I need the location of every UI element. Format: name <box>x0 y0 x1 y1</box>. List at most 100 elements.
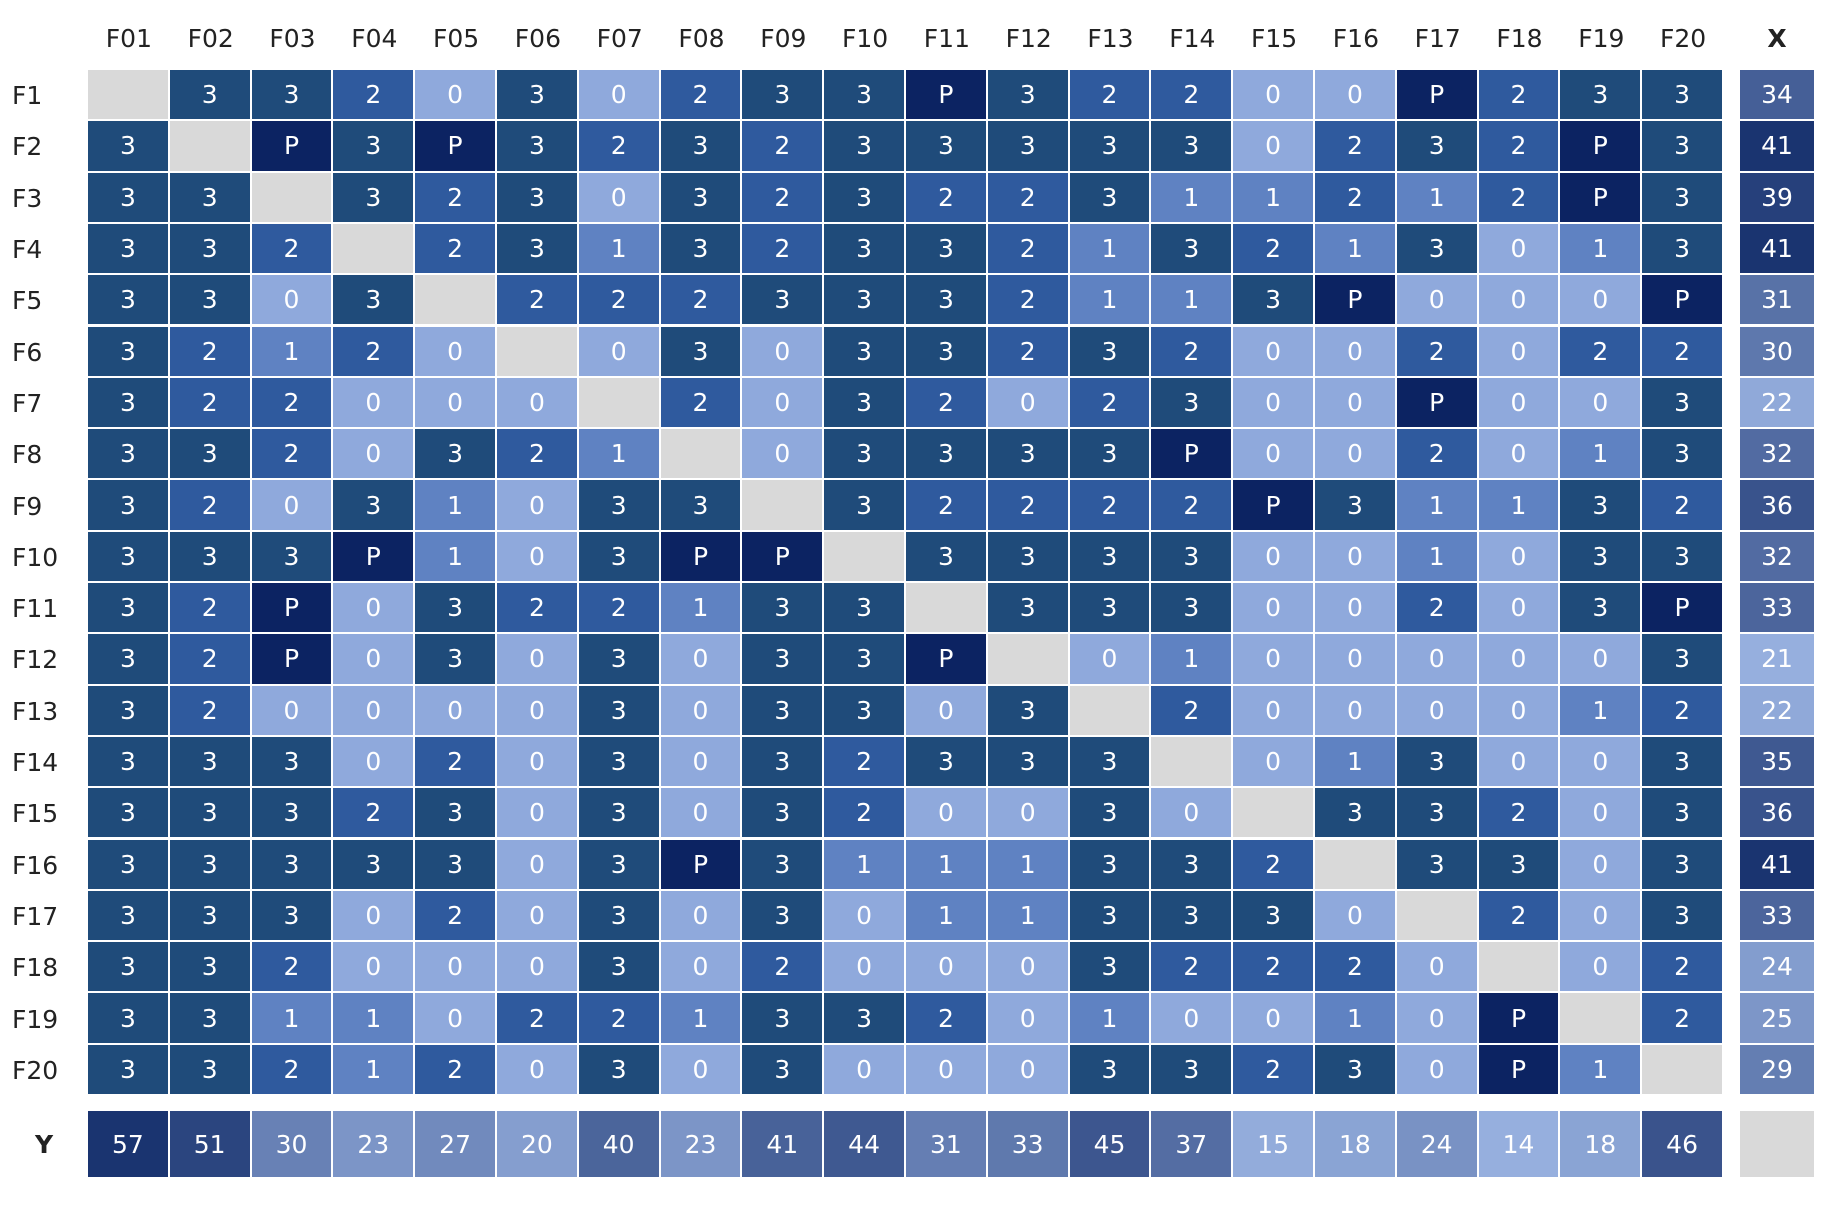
matrix-cell: 0 <box>1396 685 1477 735</box>
matrix-cell: 0 <box>1396 634 1477 684</box>
column-total: 33 <box>987 1111 1068 1177</box>
matrix-cell: 2 <box>1560 326 1641 376</box>
matrix-cell: 0 <box>824 942 904 992</box>
matrix-cell: 0 <box>1233 993 1313 1043</box>
matrix-cell: 3 <box>742 788 823 838</box>
matrix-cell: 0 <box>333 685 414 735</box>
matrix-cell: 0 <box>415 377 495 428</box>
empty-cell <box>578 377 659 428</box>
matrix-cell: 0 <box>824 890 904 941</box>
matrix-cell: 0 <box>497 788 577 838</box>
matrix-cell: 2 <box>415 172 495 222</box>
column-header: F02 <box>187 23 234 53</box>
column-header: F09 <box>760 23 807 53</box>
row-header: F11 <box>12 594 59 624</box>
matrix-cell: 3 <box>251 736 332 787</box>
matrix-cell: P <box>1478 993 1559 1043</box>
matrix-cell: 2 <box>1233 223 1313 274</box>
column-header: F08 <box>678 23 725 53</box>
matrix-cell: 0 <box>906 942 986 992</box>
matrix-cell: 0 <box>1560 377 1641 428</box>
row-header: F3 <box>12 183 43 213</box>
matrix-cell: P <box>1396 70 1477 120</box>
matrix-cell: 3 <box>333 839 414 889</box>
matrix-cell: P <box>415 121 495 171</box>
row-header: F20 <box>12 1055 59 1085</box>
column-total: 41 <box>742 1111 823 1177</box>
matrix-cell: 1 <box>251 993 332 1043</box>
matrix-cell: 1 <box>1560 685 1641 735</box>
matrix-cell: 0 <box>415 70 495 120</box>
matrix-cell: 0 <box>1233 377 1313 428</box>
matrix-cell: 3 <box>415 634 495 684</box>
row-header: F2 <box>12 132 43 162</box>
matrix-cell: P <box>1315 275 1395 325</box>
matrix-cell: 3 <box>824 583 904 633</box>
matrix-cell: 3 <box>1642 377 1722 428</box>
matrix-cell: 1 <box>333 1044 414 1094</box>
column-total: 27 <box>415 1111 495 1177</box>
matrix-cell: 3 <box>1069 1044 1150 1094</box>
matrix-cell: 3 <box>742 685 823 735</box>
matrix-cell: 3 <box>169 890 250 941</box>
matrix-cell: 2 <box>578 275 659 325</box>
column-header: F03 <box>269 23 316 53</box>
matrix-cell: 2 <box>1151 70 1232 120</box>
matrix-cell: 0 <box>1315 531 1395 581</box>
matrix-cell: 3 <box>987 429 1068 479</box>
empty-cell <box>1396 890 1477 941</box>
column-header: F12 <box>1005 23 1052 53</box>
matrix-cell: 3 <box>1069 326 1150 376</box>
matrix-cell: 2 <box>987 172 1068 222</box>
matrix-cell: 3 <box>906 736 986 787</box>
matrix-cell: 1 <box>824 839 904 889</box>
matrix-cell: 2 <box>1315 121 1395 171</box>
empty-cell <box>1560 993 1641 1043</box>
matrix-cell: 0 <box>1233 531 1313 581</box>
matrix-cell: 3 <box>169 531 250 581</box>
matrix-cell: 0 <box>333 736 414 787</box>
matrix-cell: 3 <box>1642 429 1722 479</box>
matrix-cell: 0 <box>1478 736 1559 787</box>
matrix-cell: 3 <box>578 531 659 581</box>
empty-cell <box>1233 788 1313 838</box>
matrix-cell: 3 <box>88 993 168 1043</box>
matrix-cell: 2 <box>251 377 332 428</box>
matrix-cell: 0 <box>1233 685 1313 735</box>
column-total: 18 <box>1315 1111 1395 1177</box>
matrix-cell: 2 <box>906 480 986 530</box>
matrix-cell: 3 <box>1069 429 1150 479</box>
matrix-cell: 2 <box>1233 942 1313 992</box>
matrix-cell: 0 <box>1315 326 1395 376</box>
matrix-cell: P <box>906 70 986 120</box>
matrix-cell: 3 <box>906 429 986 479</box>
matrix-cell: 2 <box>169 377 250 428</box>
matrix-cell: 0 <box>1478 326 1559 376</box>
matrix-cell: 2 <box>1069 480 1150 530</box>
matrix-cell: 3 <box>578 1044 659 1094</box>
column-total: 23 <box>333 1111 414 1177</box>
column-total: 24 <box>1396 1111 1477 1177</box>
column-header: F01 <box>105 23 152 53</box>
matrix-cell: 1 <box>1315 736 1395 787</box>
column-total: 20 <box>497 1111 577 1177</box>
matrix-cell: 3 <box>578 788 659 838</box>
matrix-cell: 1 <box>987 890 1068 941</box>
row-total: 33 <box>1740 583 1814 633</box>
matrix-cell: P <box>660 839 741 889</box>
matrix-cell: 0 <box>1233 429 1313 479</box>
matrix-cell: 3 <box>1069 531 1150 581</box>
matrix-cell: 2 <box>251 429 332 479</box>
matrix-cell: 3 <box>824 480 904 530</box>
row-header: F4 <box>12 235 43 265</box>
matrix-cell: 2 <box>333 70 414 120</box>
matrix-cell: 3 <box>88 583 168 633</box>
empty-cell <box>169 121 250 171</box>
matrix-cell: 0 <box>415 942 495 992</box>
footer-label: Y <box>34 1129 54 1159</box>
matrix-cell: 3 <box>578 890 659 941</box>
matrix-cell: P <box>660 531 741 581</box>
matrix-cell: 0 <box>1315 429 1395 479</box>
row-total: 33 <box>1740 890 1814 941</box>
matrix-cell: 0 <box>1560 634 1641 684</box>
